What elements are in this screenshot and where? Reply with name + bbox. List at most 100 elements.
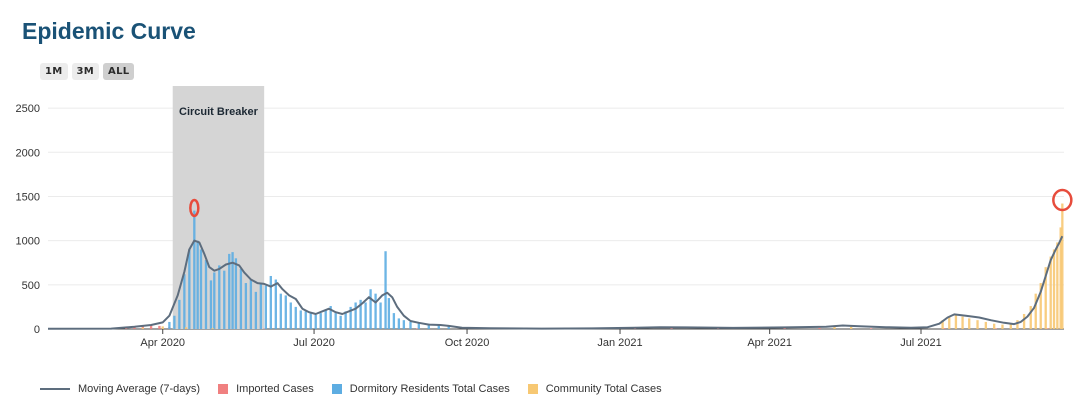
dormitory-bar bbox=[354, 302, 357, 329]
community-bar bbox=[1016, 320, 1019, 329]
x-tick-label: Jan 2021 bbox=[597, 337, 642, 349]
dormitory-bar bbox=[259, 283, 263, 329]
community-bar bbox=[968, 318, 971, 329]
legend-item-imported[interactable]: Imported Cases bbox=[218, 383, 314, 395]
community-bar bbox=[161, 326, 164, 329]
y-tick-label: 0 bbox=[34, 324, 40, 336]
dormitory-bar bbox=[402, 320, 406, 329]
dormitory-bar bbox=[228, 253, 231, 329]
imported-swatch-icon bbox=[218, 384, 229, 394]
community-bar bbox=[833, 325, 836, 329]
imported-bar bbox=[1046, 328, 1049, 329]
community-bar bbox=[849, 326, 853, 329]
peak-highlight-circle bbox=[1052, 188, 1073, 212]
dormitory-bar bbox=[223, 270, 226, 329]
moving-average-line bbox=[47, 235, 1064, 330]
community-bar bbox=[992, 323, 996, 329]
dormitory-bar bbox=[392, 313, 396, 329]
dormitory-bar bbox=[213, 272, 216, 329]
range-selector: 1M 3M ALL bbox=[40, 63, 135, 80]
dormitory-bar bbox=[188, 249, 191, 329]
x-tick-label: Apr 2020 bbox=[140, 337, 185, 349]
legend-item-community[interactable]: Community Total Cases bbox=[527, 383, 662, 395]
dormitory-bar bbox=[196, 240, 199, 329]
dormitory-bar bbox=[384, 251, 387, 329]
range-button-3m[interactable]: 3M bbox=[71, 63, 100, 80]
community-bar bbox=[211, 328, 214, 329]
legend-item-moving-average[interactable]: Moving Average (7-days) bbox=[40, 383, 200, 395]
community-bar bbox=[1061, 203, 1064, 329]
dormitory-bar bbox=[193, 210, 196, 329]
dormitory-bar bbox=[387, 298, 391, 329]
community-bar bbox=[984, 321, 988, 329]
dormitory-bar bbox=[199, 249, 203, 329]
dormitory-bar bbox=[344, 311, 347, 329]
range-button-1m[interactable]: 1M bbox=[40, 63, 68, 80]
dormitory-bar bbox=[409, 321, 412, 329]
dormitory-bar bbox=[289, 302, 292, 329]
community-bar bbox=[1001, 324, 1004, 329]
community-bar bbox=[141, 327, 144, 329]
dormitory-bar bbox=[234, 258, 238, 329]
legend-label-imported: Imported Cases bbox=[236, 383, 314, 395]
moving-average-line-icon bbox=[40, 388, 70, 390]
dormitory-bar bbox=[231, 252, 234, 329]
dormitory-bar bbox=[178, 299, 181, 329]
dormitory-bar bbox=[204, 260, 208, 329]
dormitory-bar bbox=[254, 291, 258, 329]
y-tick-label: 500 bbox=[22, 280, 40, 292]
dormitory-bar bbox=[239, 268, 243, 329]
y-tick-label: 1000 bbox=[16, 236, 40, 248]
dormitory-bar bbox=[349, 306, 352, 329]
dormitory-bar bbox=[334, 313, 337, 329]
dormitory-bar bbox=[427, 323, 430, 329]
dormitory-bar bbox=[299, 310, 302, 329]
epidemic-curve-chart[interactable]: Circuit Breaker 0 500 1000 1500 2000 2500 Apr … bbox=[0, 0, 1080, 375]
dormitory-bar bbox=[294, 306, 297, 329]
dormitory-bar bbox=[183, 274, 186, 329]
dormitory-bar bbox=[319, 313, 322, 329]
dormitory-bar bbox=[218, 265, 221, 329]
community-bar bbox=[941, 320, 944, 329]
x-tick-label: Jul 2020 bbox=[293, 337, 335, 349]
dormitory-bar bbox=[284, 295, 287, 329]
imported-bar bbox=[869, 328, 873, 329]
dormitory-bar bbox=[274, 279, 277, 329]
dormitory-bar bbox=[244, 283, 248, 329]
peak-highlight-circle bbox=[189, 198, 200, 218]
imported-bar bbox=[994, 328, 997, 329]
imported-bar bbox=[141, 325, 144, 329]
community-bar bbox=[1056, 242, 1059, 329]
x-tick-label: Jul 2021 bbox=[900, 337, 942, 349]
x-tick-label: Oct 2020 bbox=[445, 337, 490, 349]
page-title: Epidemic Curve bbox=[22, 18, 196, 44]
dormitory-bar bbox=[339, 315, 342, 329]
dormitory-bar bbox=[374, 293, 377, 329]
imported-bar bbox=[149, 324, 153, 329]
range-button-all[interactable]: ALL bbox=[103, 63, 135, 80]
dormitory-bar bbox=[379, 302, 382, 329]
dormitory-bar bbox=[304, 311, 307, 329]
legend-label-moving-average: Moving Average (7-days) bbox=[78, 383, 201, 395]
community-bar bbox=[1059, 227, 1062, 329]
dormitory-bar bbox=[369, 289, 372, 329]
imported-bar bbox=[670, 328, 673, 329]
community-bar bbox=[1009, 323, 1012, 329]
imported-bar bbox=[124, 328, 128, 329]
imported-bar bbox=[133, 327, 136, 329]
dormitory-bar bbox=[209, 280, 213, 329]
dormitory-bar bbox=[437, 324, 440, 329]
chart-legend: Moving Average (7-days) Imported Cases D… bbox=[40, 383, 680, 395]
legend-item-dormitory[interactable]: Dormitory Residents Total Cases bbox=[331, 383, 510, 395]
community-bar bbox=[948, 316, 951, 329]
community-bar bbox=[954, 314, 958, 329]
dormitory-bar bbox=[324, 309, 327, 329]
community-bar bbox=[1039, 283, 1042, 329]
dormitory-bar bbox=[364, 302, 367, 329]
community-bar bbox=[184, 327, 188, 329]
y-tick-label: 1500 bbox=[16, 191, 40, 203]
circuit-breaker-label: Circuit Breaker bbox=[179, 106, 259, 118]
community-bar bbox=[1029, 306, 1032, 329]
dormitory-bar bbox=[269, 275, 272, 329]
dormitory-bar bbox=[168, 321, 171, 329]
